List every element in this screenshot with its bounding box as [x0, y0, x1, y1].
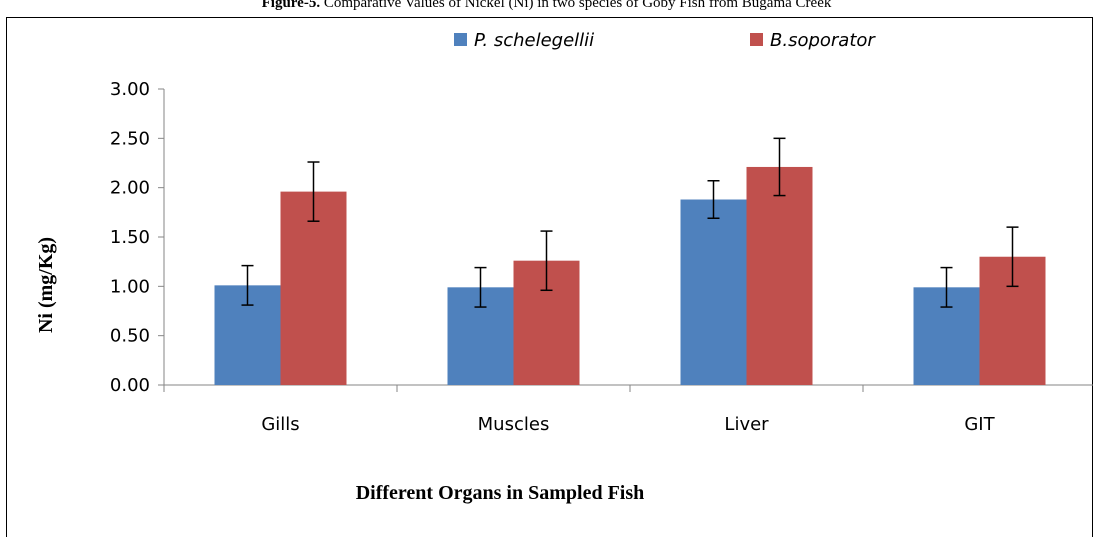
bar — [280, 191, 347, 385]
legend-swatch — [750, 33, 763, 46]
y-axis: 0.00 0.50 1.00 1.50 2.00 2.50 3.00 — [110, 79, 165, 396]
x-tick-label: Muscles — [478, 414, 550, 435]
bars — [214, 166, 1046, 385]
x-axis-title: Different Organs in Sampled Fish — [356, 482, 645, 504]
x-axis: Gills Muscles Liver GIT — [163, 384, 1093, 435]
figure-caption-text: Comparative Values of Nickel (Ni) in two… — [323, 0, 832, 11]
figure-caption-label: Figure-5. — [261, 0, 321, 11]
x-tick-label: Gills — [261, 414, 299, 435]
y-tick-label: 0.50 — [110, 326, 150, 347]
bar — [746, 166, 813, 385]
legend-label: B.soporator — [770, 30, 876, 51]
y-tick-label: 2.50 — [110, 128, 150, 149]
error-bars — [241, 137, 1019, 308]
x-tick-label: Liver — [724, 414, 769, 435]
legend-swatch — [454, 33, 467, 46]
y-tick-label: 1.50 — [110, 227, 150, 248]
legend-label: P. schelegellii — [474, 30, 594, 51]
y-tick-label: 0.00 — [110, 375, 150, 396]
y-tick-label: 3.00 — [110, 79, 150, 100]
y-axis-title: Ni (mg/Kg) — [35, 237, 57, 333]
y-tick-label: 1.00 — [110, 276, 150, 297]
legend: P. schelegellii B.soporator — [454, 30, 876, 51]
bar — [680, 199, 747, 385]
y-tick-label: 2.00 — [110, 178, 150, 199]
x-tick-label: GIT — [964, 414, 995, 435]
figure-caption: Figure-5. Comparative Values of Nickel (… — [0, 0, 1093, 12]
